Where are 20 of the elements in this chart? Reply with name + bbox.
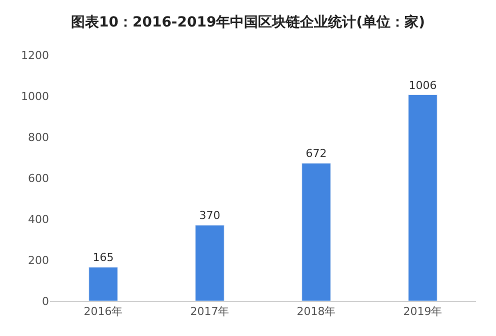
y-tick-label: 400	[28, 212, 49, 226]
bar	[195, 224, 224, 301]
x-tick-label: 2018年	[296, 305, 336, 318]
y-tick-label: 0	[42, 294, 49, 308]
y-tick-label: 800	[28, 130, 49, 144]
x-tick-label: 2016年	[84, 305, 123, 318]
data-label: 672	[306, 147, 327, 160]
data-label: 165	[92, 251, 114, 264]
bar	[408, 94, 438, 301]
data-label: 370	[199, 209, 220, 222]
bar	[302, 162, 331, 301]
data-label: 1006	[408, 78, 437, 92]
x-tick-label: 2019年	[403, 305, 442, 318]
y-tick-label: 1200	[21, 48, 49, 62]
bar	[88, 266, 118, 301]
y-tick-label: 1000	[21, 90, 49, 103]
y-tick-label: 600	[28, 172, 49, 185]
y-tick-label: 200	[28, 254, 49, 267]
chart-title: 图表10：2016-2019年中国区块链企业统计(单位：家)	[70, 14, 426, 31]
x-tick-label: 2017年	[190, 305, 230, 318]
